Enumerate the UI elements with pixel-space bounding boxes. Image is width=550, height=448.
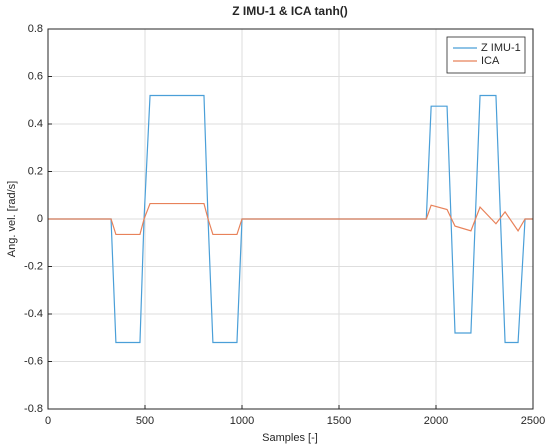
y-tick-label: -0.2: [24, 260, 43, 272]
legend-box: [446, 36, 526, 74]
y-tick-label: 0: [37, 213, 43, 225]
x-tick-label: 2500: [521, 415, 545, 427]
chart-title: Z IMU-1 & ICA tanh(): [232, 4, 348, 18]
legend-label: Z IMU-1: [481, 42, 521, 54]
x-tick-label: 1500: [327, 415, 351, 427]
y-tick-label: 0.6: [28, 70, 43, 82]
y-tick-label: -0.4: [24, 308, 43, 320]
x-tick-label: 500: [136, 415, 154, 427]
x-axis-label: Samples [-]: [262, 432, 318, 444]
y-tick-label: -0.6: [24, 355, 43, 367]
x-tick-label: 1000: [230, 415, 254, 427]
axes-box: [47, 28, 534, 410]
x-tick-label: 2000: [424, 415, 448, 427]
y-tick-label: -0.8: [24, 403, 43, 415]
y-tick-label: 0.2: [28, 165, 43, 177]
y-tick-label: 0.8: [28, 23, 43, 35]
y-tick-label: 0.4: [28, 118, 43, 130]
x-tick-label: 0: [45, 415, 51, 427]
y-axis-label: Ang. vel. [rad/s]: [6, 181, 18, 257]
legend-label: ICA: [481, 55, 500, 67]
data-line: [48, 202, 533, 236]
